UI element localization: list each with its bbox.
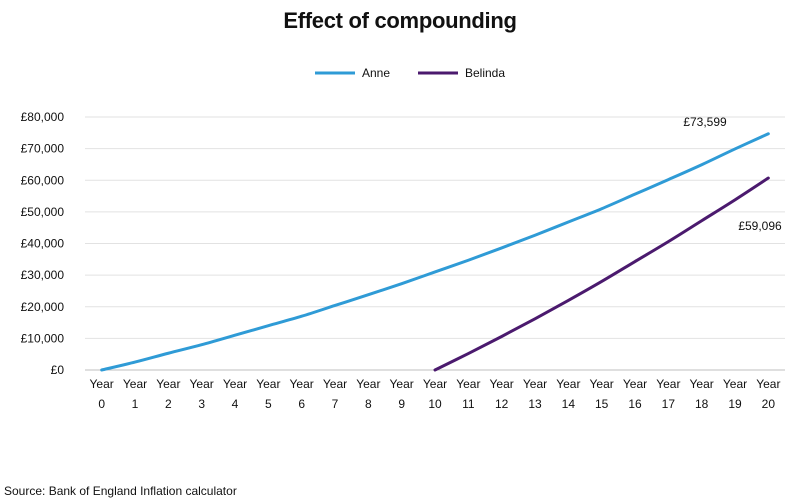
series-line-belinda bbox=[433, 176, 770, 372]
x-axis-ticks: Year 0 Year 1 Year 2 Year 3 Year 4 Year 5 Year 6 Year 7… bbox=[90, 377, 781, 411]
x-tick-label: Year bbox=[490, 377, 514, 391]
x-tick-label: 5 bbox=[265, 397, 272, 411]
source-note: Source: Bank of England Inflation calcul… bbox=[4, 484, 237, 498]
x-tick-label: Year bbox=[690, 377, 714, 391]
x-tick-label: 8 bbox=[365, 397, 372, 411]
annotations: £73,599 £59,096 bbox=[683, 115, 782, 233]
x-tick-label: Year bbox=[190, 377, 214, 391]
y-tick-label: £20,000 bbox=[21, 300, 65, 314]
y-tick-label: £10,000 bbox=[21, 331, 65, 345]
x-tick-label: Year bbox=[556, 377, 580, 391]
x-tick-label: 9 bbox=[398, 397, 405, 411]
x-tick-label: 19 bbox=[728, 397, 742, 411]
chart-title: Effect of compounding bbox=[283, 8, 517, 33]
x-tick-label: 11 bbox=[462, 397, 475, 411]
x-tick-label: 7 bbox=[332, 397, 339, 411]
x-tick-label: Year bbox=[290, 377, 314, 391]
legend-label-belinda: Belinda bbox=[465, 66, 505, 80]
x-tick-label: 0 bbox=[98, 397, 105, 411]
x-tick-label: 18 bbox=[695, 397, 709, 411]
y-tick-label: £60,000 bbox=[21, 173, 65, 187]
y-tick-label: £70,000 bbox=[21, 142, 65, 156]
x-tick-label: 13 bbox=[528, 397, 542, 411]
x-tick-label: Year bbox=[590, 377, 614, 391]
x-tick-label: 3 bbox=[198, 397, 205, 411]
x-tick-label: Year bbox=[156, 377, 180, 391]
x-tick-label: Year bbox=[756, 377, 780, 391]
x-tick-label: Year bbox=[456, 377, 480, 391]
y-tick-label: £40,000 bbox=[21, 237, 65, 251]
x-tick-label: Year bbox=[123, 377, 147, 391]
y-tick-label: £80,000 bbox=[21, 110, 65, 124]
x-tick-label: Year bbox=[523, 377, 547, 391]
x-tick-label: 14 bbox=[562, 397, 576, 411]
series-lines bbox=[100, 132, 770, 372]
gridlines bbox=[85, 116, 785, 371]
x-tick-label: 17 bbox=[662, 397, 676, 411]
x-tick-label: 4 bbox=[232, 397, 239, 411]
legend: Anne Belinda bbox=[315, 66, 505, 80]
data-label-anne: £73,599 bbox=[683, 115, 727, 129]
x-tick-label: 6 bbox=[298, 397, 305, 411]
x-tick-label: Year bbox=[723, 377, 747, 391]
y-tick-label: £30,000 bbox=[21, 268, 65, 282]
x-tick-label: Year bbox=[90, 377, 114, 391]
x-tick-label: Year bbox=[390, 377, 414, 391]
x-tick-label: Year bbox=[623, 377, 647, 391]
x-tick-label: 2 bbox=[165, 397, 172, 411]
x-tick-label: Year bbox=[223, 377, 247, 391]
x-tick-label: 10 bbox=[428, 397, 442, 411]
x-tick-label: Year bbox=[356, 377, 380, 391]
x-tick-label: 20 bbox=[762, 397, 776, 411]
x-tick-label: Year bbox=[656, 377, 680, 391]
y-tick-label: £0 bbox=[51, 363, 65, 377]
x-tick-label: Year bbox=[323, 377, 347, 391]
x-tick-label: 16 bbox=[628, 397, 642, 411]
series-line-anne bbox=[100, 132, 770, 372]
x-tick-label: Year bbox=[256, 377, 280, 391]
x-tick-label: 12 bbox=[495, 397, 509, 411]
y-tick-label: £50,000 bbox=[21, 205, 65, 219]
x-tick-label: 15 bbox=[595, 397, 609, 411]
y-axis-ticks: £0 £10,000 £20,000 £30,000 £40,000 £50,000 £60… bbox=[21, 110, 65, 377]
x-tick-label: 1 bbox=[132, 397, 139, 411]
legend-label-anne: Anne bbox=[362, 66, 390, 80]
data-label-belinda: £59,096 bbox=[738, 219, 782, 233]
x-tick-label: Year bbox=[423, 377, 447, 391]
